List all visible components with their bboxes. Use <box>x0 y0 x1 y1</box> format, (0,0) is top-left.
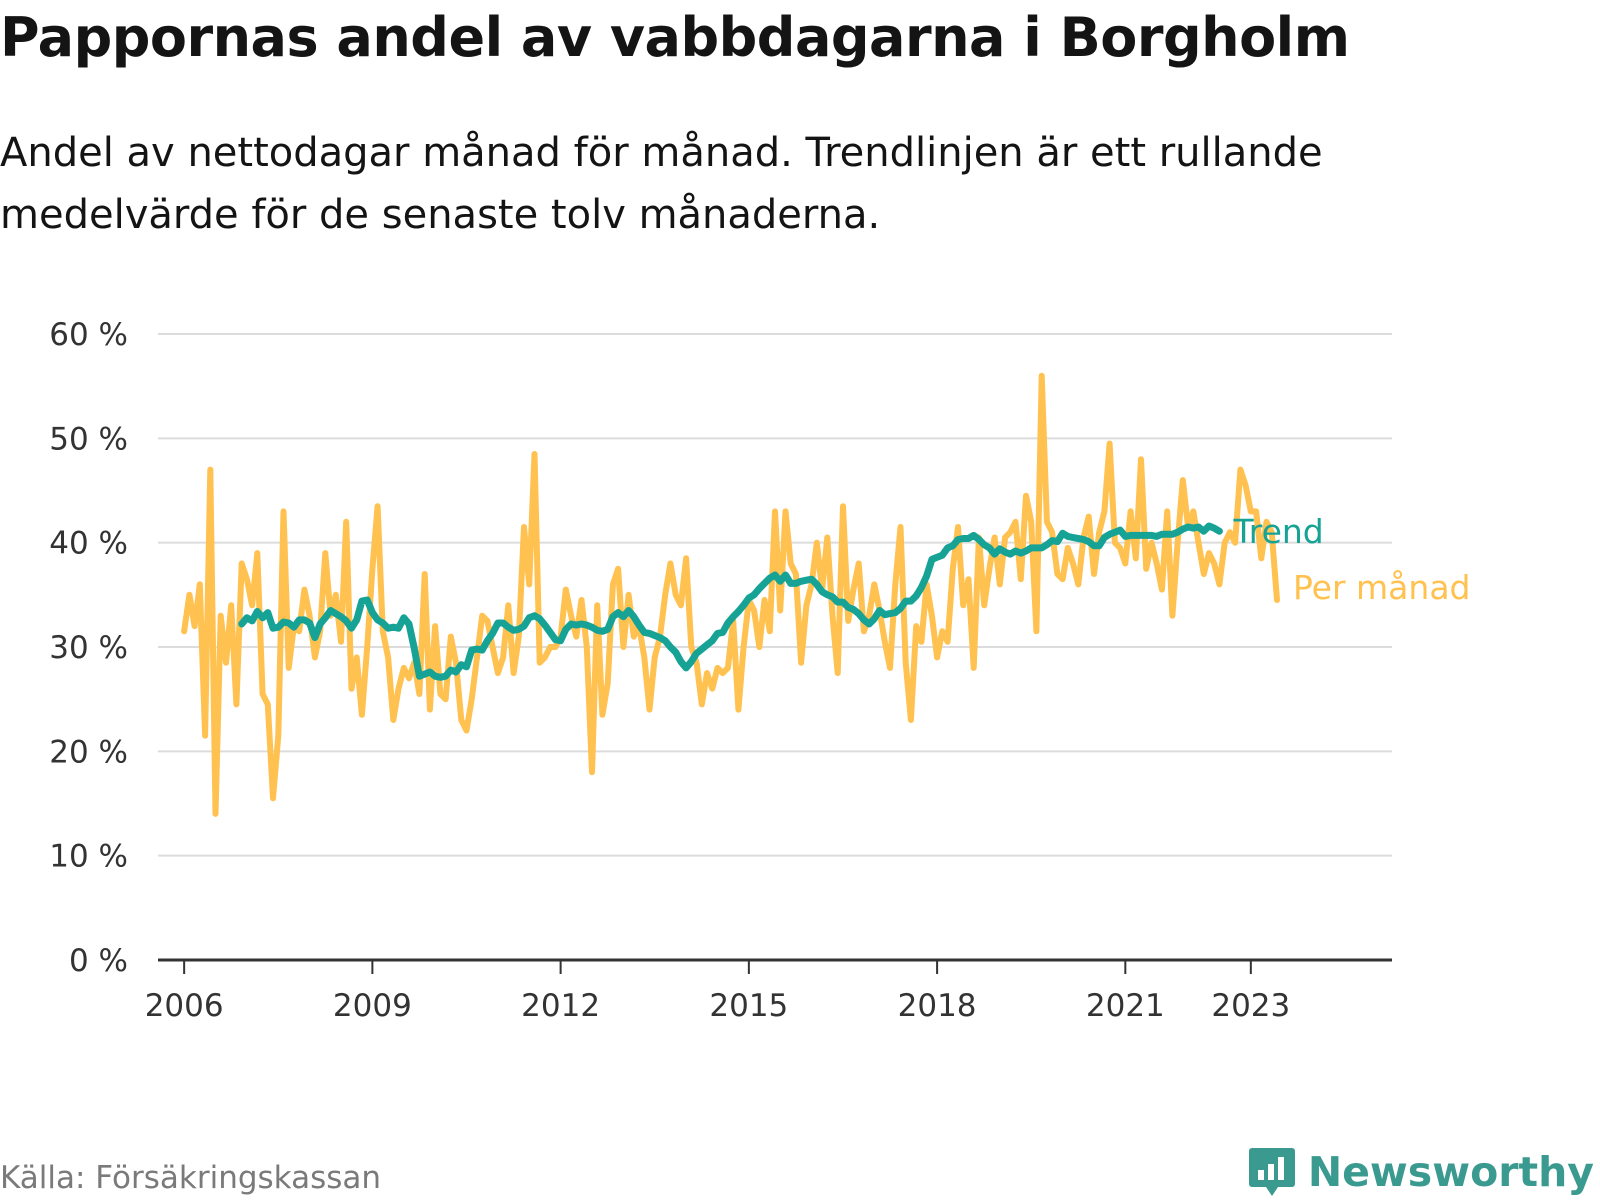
y-tick-label: 50 % <box>49 421 128 457</box>
y-tick-label: 60 % <box>49 317 128 353</box>
x-tick-label: 2012 <box>521 988 600 1024</box>
bar-chart-badge-icon <box>1248 1148 1295 1196</box>
series-label-trend: Trend <box>1232 512 1323 551</box>
x-tick-label: 2023 <box>1211 988 1290 1024</box>
series-lines <box>181 372 1280 817</box>
series-line-trend <box>238 522 1223 681</box>
brand-name: Newsworthy <box>1307 1148 1594 1196</box>
y-axis-ticks: 0 % 10 % 20 % 30 % 40 % 50 % 60 % <box>49 317 128 979</box>
y-tick-label: 20 % <box>49 734 128 770</box>
source-note: Källa: Försäkringskassan <box>0 1160 382 1196</box>
y-tick-label: 40 % <box>49 526 128 562</box>
x-tick-label: 2006 <box>145 988 224 1024</box>
x-tick-label: 2018 <box>898 988 977 1024</box>
x-tick-label: 2021 <box>1086 988 1165 1024</box>
chart-subtitle: Andel av nettodagar månad för månad. Tre… <box>0 130 1323 238</box>
x-axis: 2006 2009 2012 2015 2018 2021 2023 <box>145 958 1392 1024</box>
brand-logo: Newsworthy <box>1248 1146 1594 1198</box>
x-tick-label: 2009 <box>333 988 412 1024</box>
chart-title: Pappornas andel av vabbdagarna i Borghol… <box>0 6 1350 69</box>
y-tick-label: 0 % <box>69 943 128 979</box>
series-label-per-manad: Per månad <box>1293 568 1471 607</box>
y-tick-label: 10 % <box>49 839 128 875</box>
series-line-per-manad <box>181 372 1280 817</box>
x-tick-label: 2015 <box>709 988 788 1024</box>
y-tick-label: 30 % <box>49 630 128 666</box>
line-chart: 0 % 10 % 20 % 30 % 40 % 50 % 60 % 2006 2009 2012… <box>49 317 1470 1024</box>
series-labels: Per månad Trend <box>1232 512 1470 607</box>
